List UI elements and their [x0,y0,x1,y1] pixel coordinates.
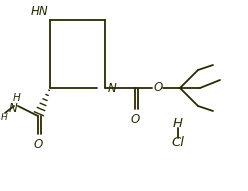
Text: HN: HN [30,5,48,18]
Text: H: H [173,117,183,129]
Text: O: O [130,113,140,126]
Text: Cl: Cl [172,137,185,150]
Text: O: O [33,138,43,151]
Text: H: H [1,112,7,121]
Text: N: N [8,101,17,114]
Text: H: H [13,93,21,103]
Text: N: N [108,82,117,95]
Text: O: O [153,80,163,94]
